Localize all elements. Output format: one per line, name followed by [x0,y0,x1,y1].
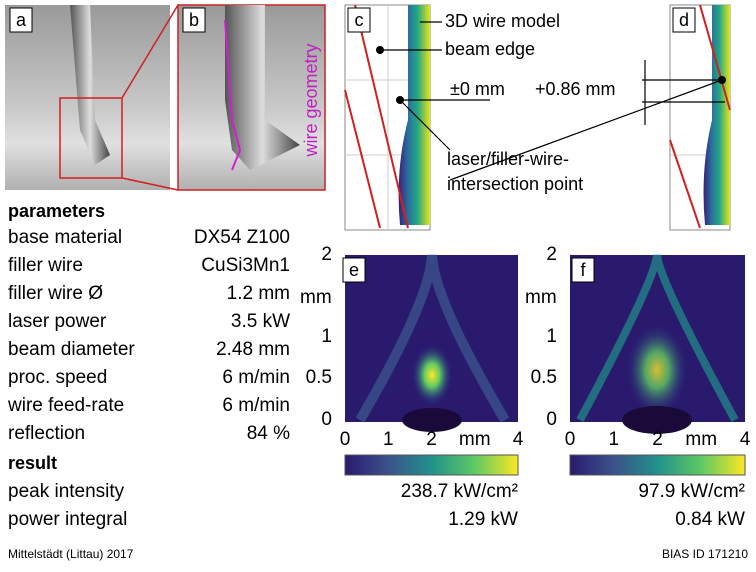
x-tick-label: mm [685,429,717,450]
result-name: peak intensity [8,481,125,502]
panel-label: c [355,10,364,30]
page: wire geometry 3D wire model beam edge ±0… [0,0,756,567]
y-tick-label: 1 [546,326,557,347]
x-tick-label: 4 [740,429,751,450]
param-value: CuSi3Mn1 [201,255,290,276]
y-tick-label: 0 [546,409,557,430]
param-name: base material [8,227,122,248]
param-name: proc. speed [8,367,107,388]
footer: BIAS ID 171210 [662,547,748,561]
y-tick-label: 1 [321,326,332,347]
figure: wire geometry 3D wire model beam edge ±0… [0,0,756,567]
annotation: ±0 mm [450,79,505,99]
annotation: wire geometry [301,43,321,157]
footer: Mittelstädt (Littau) 2017 [8,547,134,561]
y-tick-label: 0.5 [306,367,332,388]
param-value: 3.5 kW [231,311,290,332]
panel-label: a [16,10,27,30]
param-value: 6 m/min [222,367,290,388]
heatmap-pattern [412,345,452,405]
param-name: filler wire [8,255,83,276]
annotation: laser/filler-wire- [447,149,569,169]
annotation: beam edge [445,39,535,59]
y-tick-label: mm [525,287,557,308]
peak-intensity: 97.9 kW/cm² [638,481,745,502]
point [396,96,404,104]
panel-label: e [349,260,359,280]
y-tick-label: 2 [321,244,332,265]
param-name: laser power [8,311,107,332]
colorbar [570,455,745,475]
x-tick-label: 2 [652,429,663,450]
param-value: 84 % [247,423,290,444]
panel-label: d [679,10,689,30]
x-tick-label: 0 [565,429,576,450]
param-value: 2.48 mm [216,339,290,360]
x-tick-label: 1 [608,429,619,450]
y-tick-label: mm [300,287,332,308]
annotation: 3D wire model [445,11,560,31]
param-value: 1.2 mm [227,283,290,304]
x-tick-label: mm [459,429,491,450]
x-tick-label: 0 [340,429,351,450]
power-integral: 0.84 kW [675,509,745,530]
heatmap-pattern [627,325,687,415]
x-tick-label: 4 [513,429,524,450]
point [718,76,726,84]
power-integral: 1.29 kW [448,509,518,530]
colorbar [345,455,518,475]
param-name: reflection [8,423,85,444]
section-title: parameters [8,201,105,221]
y-tick-label: 0.5 [531,367,557,388]
param-name: wire feed-rate [7,395,124,416]
param-name: filler wire Ø [8,283,103,304]
y-tick-label: 0 [321,409,332,430]
annotation: +0.86 mm [535,79,616,99]
x-tick-label: 2 [426,429,437,450]
annotation: intersection point [447,174,583,194]
y-tick-label: 2 [546,244,557,265]
point [376,46,384,54]
param-value: DX54 Z100 [194,227,290,248]
x-tick-label: 1 [383,429,394,450]
param-name: beam diameter [8,339,135,360]
section-title: result [8,453,57,473]
result-name: power integral [8,509,127,530]
parameter-table: parameters base material DX54 Z100 filler w… [7,201,290,530]
param-value: 6 m/min [222,395,290,416]
panel-label: b [189,10,199,30]
peak-intensity: 238.7 kW/cm² [401,481,518,502]
